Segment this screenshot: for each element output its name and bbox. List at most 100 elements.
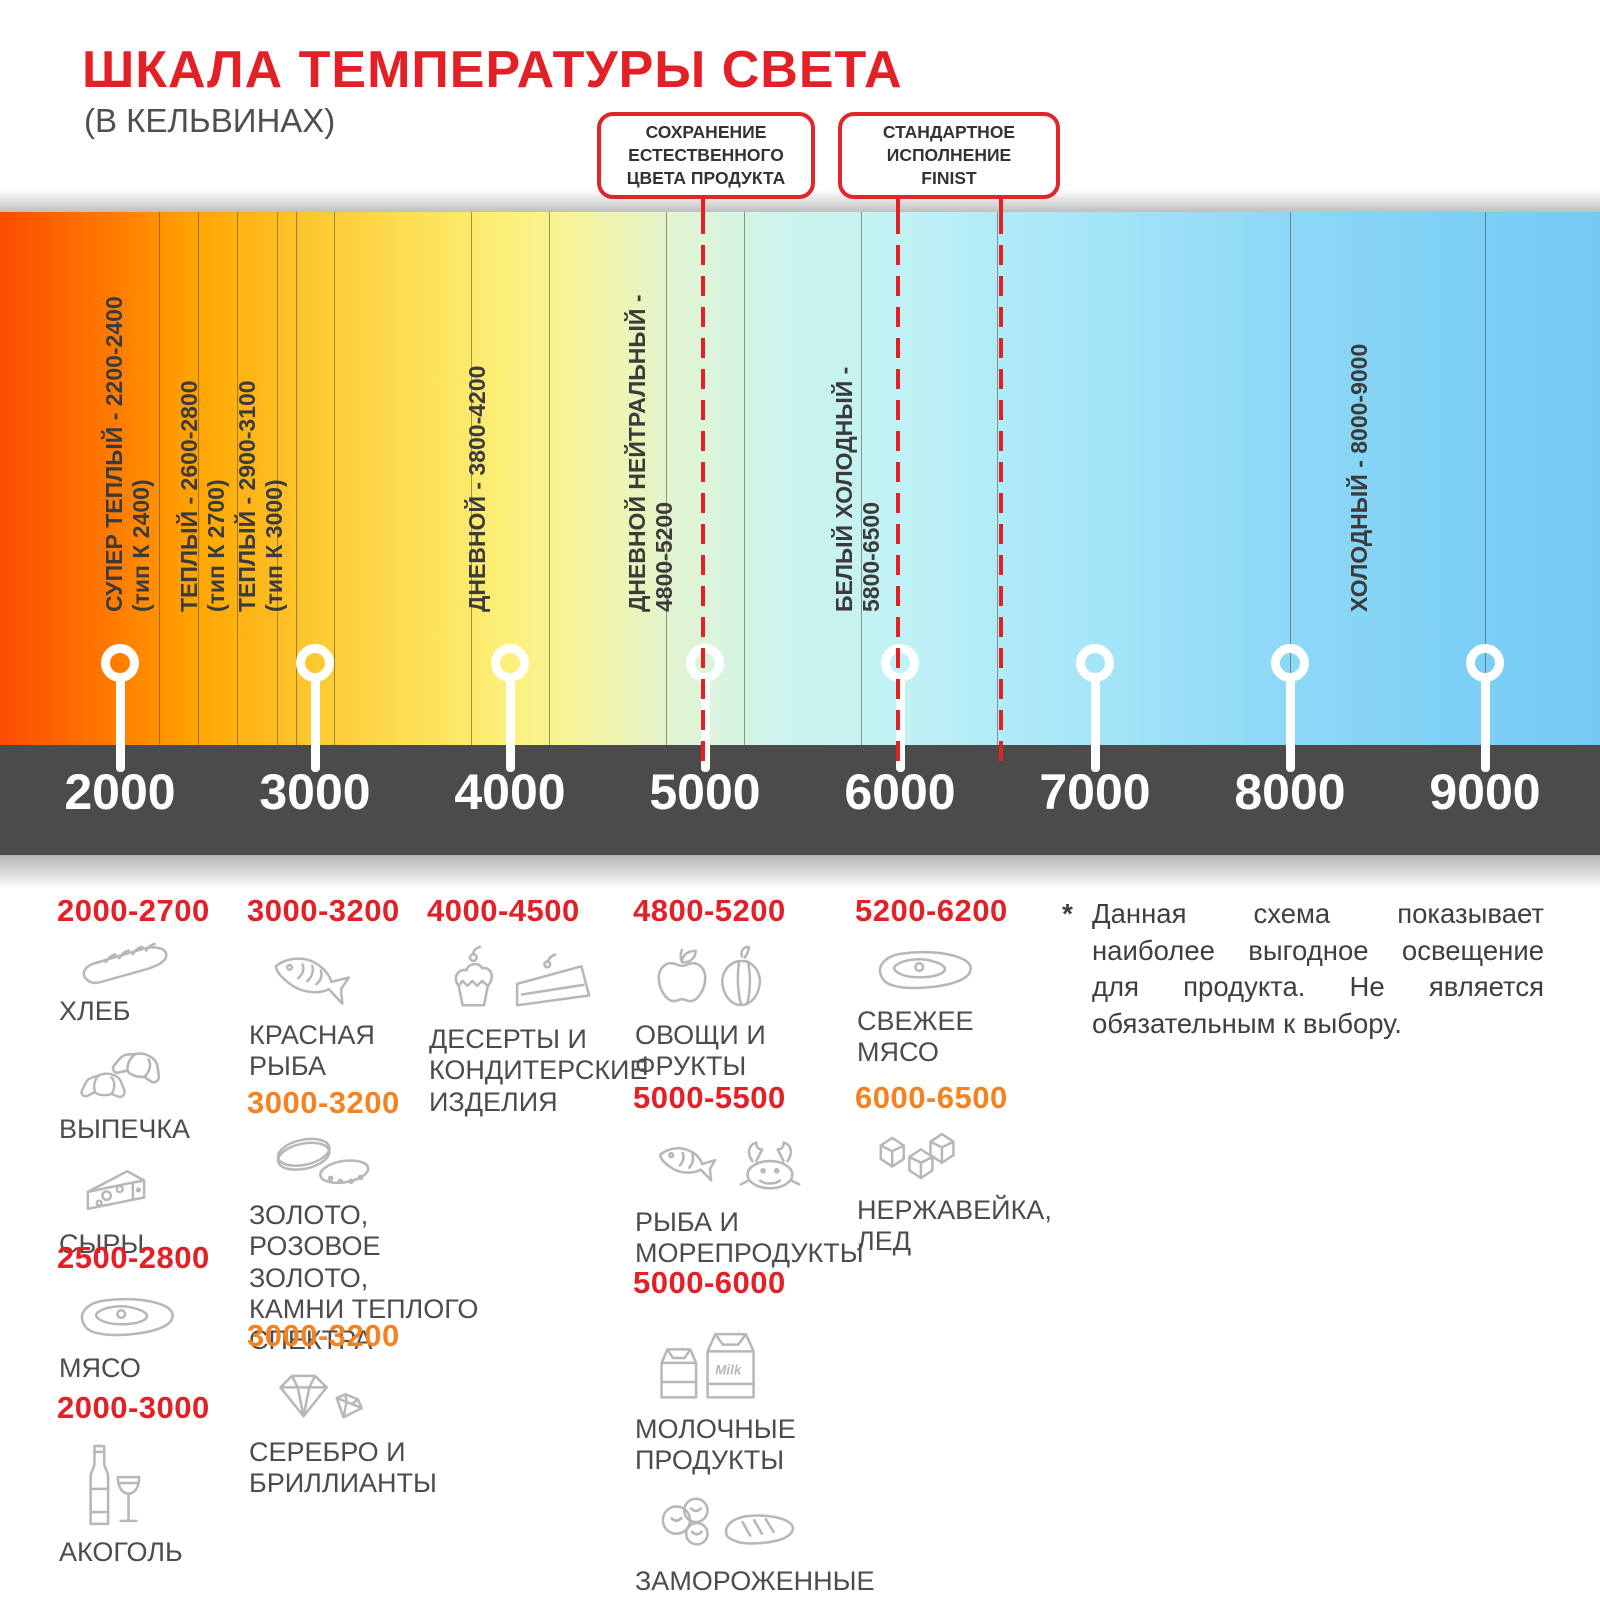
tick-9000: 9000	[1429, 764, 1541, 820]
marker-ring-2000	[101, 644, 139, 682]
range-label: 3000-3200	[247, 1318, 400, 1353]
band-line-2800	[277, 212, 278, 745]
rings-icon	[276, 1137, 370, 1185]
header-shadow	[0, 190, 1600, 212]
band-line-2900	[296, 212, 297, 745]
tick-4000: 4000	[454, 764, 566, 820]
legend-group-alcohol: 2000-3000 АКОГОЛЬ	[57, 1390, 242, 1582]
bread-icon	[82, 942, 168, 985]
range-label: 2000-2700	[57, 893, 210, 928]
meat-icon	[80, 1297, 174, 1337]
band-line-4200	[549, 212, 550, 745]
tick-3000: 3000	[259, 764, 371, 820]
marker-ring-7000	[1076, 644, 1114, 682]
band-label-white-cold: БЕЛЫЙ ХОЛОДНЫЙ -5800-6500	[831, 366, 884, 612]
callout-natural-color: СОХРАНЕНИЕ ЕСТЕСТВЕННОГО ЦВЕТА ПРОДУКТА	[597, 112, 815, 199]
ice-icon	[879, 1132, 955, 1180]
marker-stem-7000	[1091, 676, 1100, 772]
callout-leg-6000	[896, 196, 900, 215]
legend-item-label: ЗАМОРОЖЕННЫЕ ПОЛУФАБРИКАТЫ	[635, 1565, 875, 1600]
range-label: 2000-3000	[57, 1390, 210, 1425]
band-line-5800	[861, 212, 862, 745]
band-line-5200	[744, 212, 745, 745]
legend-group-seafood: 5000-5500 РЫБА И МОРЕПРОДУКТЫ	[633, 1080, 868, 1284]
diamond-icon	[279, 1374, 363, 1419]
range-label: 4800-5200	[633, 893, 786, 928]
marker-stem-6000	[896, 676, 905, 772]
legend-item-label: ХЛЕБ	[59, 996, 131, 1026]
band-line-9000	[1485, 212, 1486, 745]
axis-shadow	[0, 855, 1600, 889]
legend-item-label: СЫРЫ	[59, 1228, 145, 1259]
legend-item-label: СЕРЕБРО И БРИЛЛИАНТЫ	[249, 1437, 437, 1499]
range-label: 6000-6500	[855, 1080, 1008, 1115]
cheese-icon	[86, 1169, 146, 1210]
band-label-cold: ХОЛОДНЫЙ - 8000-9000	[1346, 343, 1372, 612]
range-label: 5000-5500	[633, 1080, 786, 1115]
legend-group-fresh-meat: 5200-6200 СВЕЖЕЕ МЯСО	[855, 893, 1075, 1083]
marker-stem-3000	[311, 676, 320, 772]
tick-2000: 2000	[64, 764, 176, 820]
band-line-3800	[471, 212, 472, 745]
svg-text:Milk: Milk	[715, 1362, 743, 1377]
band-label-warm-3000: ТЕПЛЫЙ - 2900-3100 (тип К 3000)	[234, 380, 287, 612]
range-label: 4000-4500	[427, 893, 580, 928]
range-label: 2500-2800	[57, 1240, 210, 1275]
marker-ring-3000	[296, 644, 334, 682]
marker-ring-4000	[491, 644, 529, 682]
marker-ring-8000	[1271, 644, 1309, 682]
seafood-icon	[659, 1141, 801, 1190]
alcohol-icon	[89, 1444, 141, 1526]
band-line-3100	[334, 212, 335, 745]
range-label: 5200-6200	[855, 893, 1008, 928]
legend-group-meat: 2500-2800 МЯСО	[57, 1240, 242, 1398]
marker-stem-2000	[116, 676, 125, 772]
footnote-text: Данная схема показывает наиболее выгодно…	[1092, 898, 1544, 1039]
temperature-gradient	[0, 212, 1600, 745]
marker-stem-8000	[1286, 676, 1295, 772]
kelvin-axis-bar	[0, 745, 1600, 855]
legend-group-silver: 3000-3200 СЕРЕБРО И БРИЛЛИАНТЫ	[247, 1318, 487, 1514]
legend-item-label: КРАСНАЯ РЫБА	[249, 1020, 375, 1082]
range-label: 3000-3200	[247, 1085, 400, 1120]
legend-group-stainless-ice: 6000-6500 НЕРЖАВЕЙКА, ЛЕД	[855, 1080, 1075, 1272]
legend-group-desserts: 4000-4500 ДЕСЕРТЫ И КОНДИТЕРСКИЕ ИЗДЕЛИЯ	[427, 893, 647, 1132]
dashed-line-6500	[999, 214, 1003, 772]
tick-5000: 5000	[649, 764, 761, 820]
band-line-6500	[997, 212, 998, 745]
dairy-icon: Milk	[660, 1332, 755, 1399]
band-label-super-warm: СУПЕР ТЕПЛЫЙ - 2200-2400 (тип К 2400)	[101, 296, 154, 612]
dashed-line-6000	[896, 214, 900, 772]
croissant-icon	[80, 1052, 161, 1099]
band-line-2400	[198, 212, 199, 745]
tick-7000: 7000	[1039, 764, 1151, 820]
band-line-2200	[159, 212, 160, 745]
legend-item-label: РЫБА И МОРЕПРОДУКТЫ	[635, 1207, 864, 1269]
dessert-icon	[454, 945, 591, 1007]
legend-group-dairy-frozen: 5000-6000 Milk МОЛОЧНЫЕ ПРОДУКТЫ ЗАМОРОЖ…	[633, 1265, 933, 1600]
band-label-daylight-neutral: ДНЕВНОЙ НЕЙТРАЛЬНЫЙ -4800-5200	[624, 294, 677, 613]
legend-item-label: ВЫПЕЧКА	[59, 1114, 191, 1145]
range-label: 5000-6000	[633, 1265, 786, 1300]
vegetables-icon	[657, 945, 762, 1007]
legend-item-label: ЗОЛОТО, РОЗОВОЕ ЗОЛОТО, КАМНИ ТЕПЛОГО СП…	[249, 1200, 479, 1356]
marker-stem-5000	[701, 676, 710, 772]
page-title: ШКАЛА ТЕМПЕРАТУРЫ СВЕТА	[82, 41, 903, 99]
tick-8000: 8000	[1234, 764, 1346, 820]
legend-group-gold: 3000-3200 ЗОЛОТО, РОЗОВОЕ ЗОЛОТО, КАМНИ …	[247, 1085, 497, 1371]
legend-item-label: МОЛОЧНЫЕ ПРОДУКТЫ	[635, 1414, 796, 1476]
tick-6000: 6000	[844, 764, 956, 820]
band-line-8000	[1290, 212, 1291, 745]
range-label: 3000-3200	[247, 893, 400, 928]
callout-finist-standard: СТАНДАРТНОЕ ИСПОЛНЕНИЕ FINIST	[838, 112, 1060, 199]
band-label-daylight: ДНЕВНОЙ - 3800-4200	[464, 365, 490, 612]
marker-stem-4000	[506, 676, 515, 772]
legend-item-label: НЕРЖАВЕЙКА, ЛЕД	[857, 1195, 1052, 1257]
marker-ring-5000	[686, 644, 724, 682]
band-line-4800	[666, 212, 667, 745]
legend-item-label: СВЕЖЕЕ МЯСО	[857, 1006, 974, 1068]
legend-group-red-fish: 3000-3200 КРАСНАЯ РЫБА	[247, 893, 487, 1097]
marker-ring-6000	[881, 644, 919, 682]
fish-icon	[274, 957, 351, 1005]
band-label-warm-2700: ТЕПЛЫЙ - 2600-2800 (тип К 2700)	[176, 380, 229, 612]
